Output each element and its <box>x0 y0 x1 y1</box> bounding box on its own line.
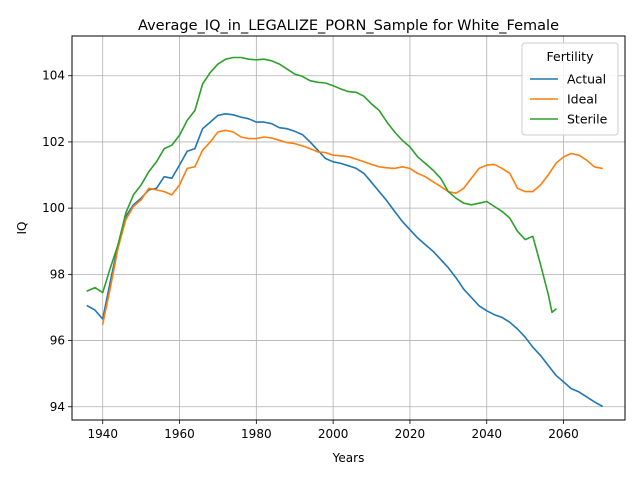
y-tick-label: 94 <box>50 400 65 414</box>
legend-box <box>521 42 619 136</box>
x-tick-label: 2060 <box>548 427 579 441</box>
legend-label-sterile: Sterile <box>567 112 608 127</box>
x-tick-label: 2020 <box>395 427 426 441</box>
series-line-ideal <box>101 129 603 325</box>
legend-label-ideal: Ideal <box>567 92 597 107</box>
x-axis-label: Years <box>332 451 365 465</box>
legend: Fertility Actual Ideal Sterile <box>521 42 619 136</box>
y-axis-label: IQ <box>15 222 29 235</box>
x-tick-label: 2000 <box>318 427 349 441</box>
y-tick-label: 96 <box>50 334 65 348</box>
y-axis-ticks: 94 96 98 100 102 104 <box>42 69 72 414</box>
y-tick-label: 102 <box>42 135 65 149</box>
legend-title: Fertility <box>547 49 595 64</box>
plot-frame <box>71 35 626 421</box>
chart-title: Average_IQ_in_LEGALIZE_PORN_Sample for W… <box>138 18 559 34</box>
series-lines <box>86 56 604 408</box>
legend-label-actual: Actual <box>567 72 606 87</box>
y-tick-label: 100 <box>42 201 65 215</box>
grid-lines <box>72 36 625 420</box>
x-tick-label: 2040 <box>471 427 502 441</box>
y-tick-label: 104 <box>42 69 65 83</box>
x-tick-label: 1980 <box>241 427 272 441</box>
series-line-actual <box>86 113 604 408</box>
x-tick-label: 1940 <box>87 427 118 441</box>
x-axis-ticks: 1940 1960 1980 2000 2020 2040 2060 <box>87 420 579 441</box>
x-tick-label: 1960 <box>164 427 195 441</box>
y-tick-label: 98 <box>50 267 65 281</box>
series-line-sterile <box>86 56 558 314</box>
